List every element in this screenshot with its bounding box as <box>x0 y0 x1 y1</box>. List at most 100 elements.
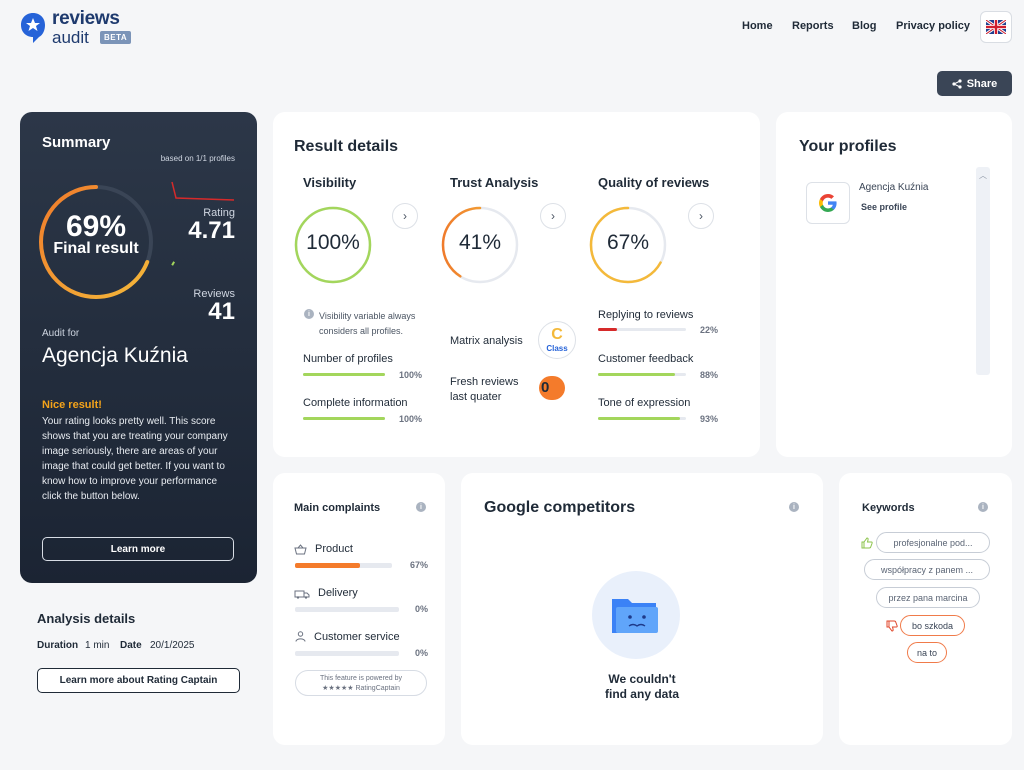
keyword-negative-2[interactable]: na to <box>907 642 947 663</box>
visibility-expand-button[interactable]: › <box>392 203 418 229</box>
result-details-title: Result details <box>294 138 399 155</box>
powered-by-line1: This feature is powered by <box>319 675 403 682</box>
quality-of-reviews-title: Quality of reviews <box>598 175 710 190</box>
tone-of-expression-bar <box>598 417 686 420</box>
see-profile-link[interactable]: See profile <box>861 202 908 212</box>
keyword-positive-1[interactable]: profesjonalne pod... <box>876 532 990 553</box>
profiles-scrollbar[interactable]: ︿ <box>976 167 990 375</box>
keyword-positive-2[interactable]: współpracy z panem ... <box>864 559 990 580</box>
basket-icon <box>294 544 307 555</box>
nice-result-title: Nice result! <box>42 399 102 411</box>
summary-based-on: based on 1/1 profiles <box>160 154 235 163</box>
trust-expand-button[interactable]: › <box>540 203 566 229</box>
complaint-product-percent: 67% <box>409 560 428 570</box>
nav-privacy-policy[interactable]: Privacy policy <box>896 20 970 32</box>
complaint-product-label: Product <box>315 543 353 555</box>
date-label: Date <box>120 640 142 651</box>
final-result-percent: 69% <box>65 210 127 243</box>
keywords-card <box>839 473 1012 745</box>
matrix-class-letter: C <box>551 326 563 343</box>
duration-value: 1 min <box>85 640 110 651</box>
google-icon <box>819 194 837 212</box>
profiles-title: Your profiles <box>799 138 897 155</box>
complaint-delivery-percent: 0% <box>414 604 428 614</box>
duration-label: Duration <box>37 640 79 651</box>
reviews-label: Reviews <box>193 288 235 300</box>
nice-result-text: Your rating looks pretty well. This scor… <box>42 416 228 502</box>
quality-ring <box>589 206 667 284</box>
visibility-percent: 100% <box>306 231 360 254</box>
info-icon[interactable]: i <box>789 502 799 512</box>
audit-for-label: Audit for <box>42 328 80 339</box>
complaint-customer-service-percent: 0% <box>414 648 428 658</box>
scroll-up-icon[interactable]: ︿ <box>979 171 987 180</box>
language-switcher[interactable] <box>980 11 1012 43</box>
trust-percent: 41% <box>458 231 502 254</box>
complete-information-bar <box>303 417 385 420</box>
keyword-negative-1[interactable]: bo szkoda <box>900 615 965 636</box>
trust-ring <box>441 206 519 284</box>
final-result-ring <box>39 185 153 299</box>
learn-more-rating-captain-button[interactable]: Learn more about Rating Captain <box>37 668 240 693</box>
quality-percent: 67% <box>606 231 650 254</box>
brand-logo[interactable]: reviews audit BETA <box>20 8 140 48</box>
number-of-profiles-percent: 100% <box>398 370 422 380</box>
rating-captain-stars-icon: ★★★★★ <box>322 685 356 692</box>
complaint-product-bar <box>295 563 392 568</box>
complete-information-percent: 100% <box>398 414 422 424</box>
nav-blog[interactable]: Blog <box>852 20 877 32</box>
replying-to-reviews-bar <box>598 328 686 331</box>
keyword-positive-3[interactable]: przez pana marcina <box>876 587 980 608</box>
complete-information-label: Complete information <box>303 397 408 409</box>
company-name: Agencja Kuźnia <box>42 344 188 367</box>
competitors-title: Google competitors <box>484 499 636 516</box>
reviews-trend-icon <box>171 261 177 267</box>
rating-label: Rating <box>203 207 235 219</box>
brand-word-1: reviews <box>52 8 120 29</box>
visibility-title: Visibility <box>303 175 357 190</box>
customer-feedback-percent: 88% <box>699 370 718 380</box>
number-of-profiles-label: Number of profiles <box>303 353 393 365</box>
customer-feedback-label: Customer feedback <box>598 353 694 365</box>
complaint-customer-service-label: Customer service <box>314 631 400 643</box>
keywords-title: Keywords <box>862 502 915 514</box>
logo-star-icon <box>21 13 45 43</box>
nav-reports[interactable]: Reports <box>792 20 834 32</box>
complaints-title: Main complaints <box>294 502 381 514</box>
tone-of-expression-label: Tone of expression <box>598 397 691 409</box>
thumbs-up-icon <box>861 537 873 549</box>
person-icon <box>295 631 306 642</box>
learn-more-button[interactable]: Learn more <box>42 537 234 561</box>
info-icon[interactable]: i <box>978 502 988 512</box>
brand-word-2: audit <box>52 28 89 47</box>
profile-name: Agencja Kuźnia <box>859 182 929 193</box>
visibility-note: Visibility variable always considers all… <box>319 311 416 336</box>
quality-expand-button[interactable]: › <box>688 203 714 229</box>
replying-to-reviews-percent: 22% <box>699 325 718 335</box>
summary-card: Summary based on 1/1 profiles 69% Final … <box>20 112 257 583</box>
complaint-customer-service-bar <box>295 651 399 656</box>
chevron-right-icon: › <box>403 209 407 223</box>
share-icon <box>952 78 962 89</box>
powered-by-line2: ★★★★★ RatingCaptain <box>322 685 400 692</box>
nav-home[interactable]: Home <box>742 20 773 32</box>
complaint-delivery-label: Delivery <box>318 587 358 599</box>
tone-of-expression-percent: 93% <box>699 414 718 424</box>
info-icon[interactable]: i <box>304 309 314 319</box>
fresh-reviews-value: 0 <box>539 376 565 400</box>
chevron-right-icon: › <box>551 209 555 223</box>
google-profile-logo[interactable] <box>806 182 850 224</box>
info-icon[interactable]: i <box>416 502 426 512</box>
empty-state-line1: We couldn't <box>608 672 676 686</box>
share-button[interactable]: Share <box>937 71 1012 96</box>
summary-title: Summary <box>42 134 111 151</box>
matrix-class-word: Class <box>546 344 568 353</box>
sad-folder-icon <box>612 599 658 633</box>
reviews-value: 41 <box>208 298 235 325</box>
thumbs-down-icon <box>886 620 898 632</box>
powered-by-badge[interactable]: This feature is powered by ★★★★★ RatingC… <box>295 670 427 696</box>
matrix-analysis-label: Matrix analysis <box>450 335 523 347</box>
fresh-reviews-label-1: Fresh reviews <box>450 376 519 388</box>
truck-icon <box>294 590 310 599</box>
beta-badge: BETA <box>100 31 132 44</box>
